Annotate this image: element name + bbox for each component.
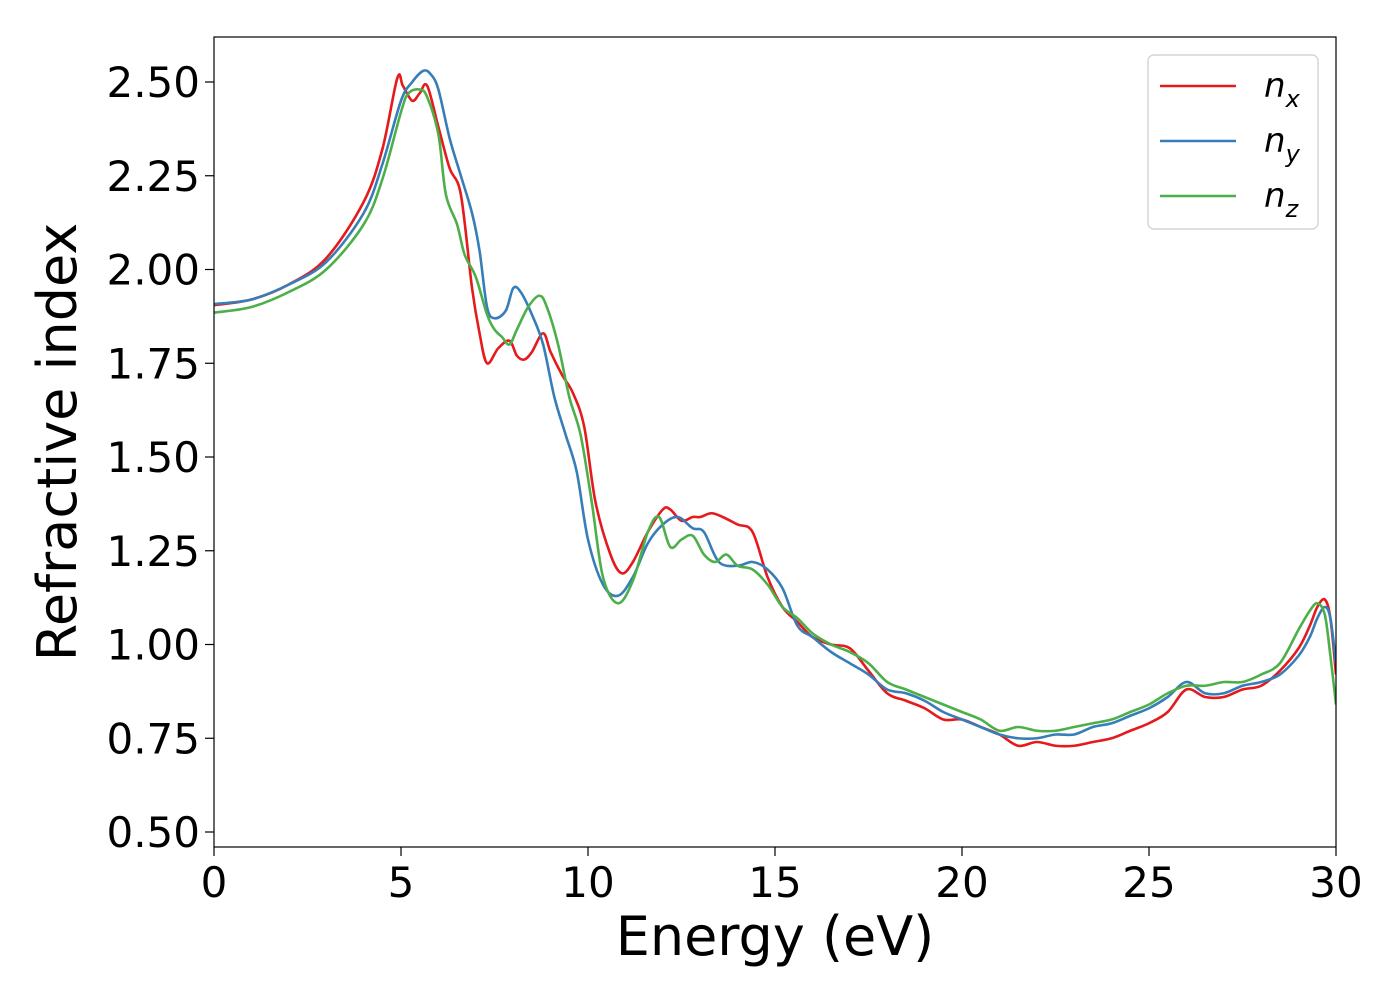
series-layer	[214, 69, 1336, 748]
x-tick-label: 30	[1309, 858, 1362, 907]
series-line-z	[214, 87, 1336, 733]
y-tick-label: 0.75	[106, 714, 200, 763]
y-tick-label: 2.00	[106, 246, 200, 295]
x-tick-label: 0	[201, 858, 228, 907]
x-axis-ticks: 0 5 10 15 20 25 30	[201, 847, 1363, 907]
x-tick-label: 10	[561, 858, 614, 907]
legend: nx ny nz	[1147, 54, 1319, 230]
y-tick-label: 2.25	[106, 152, 200, 201]
y-tick-label: 0.50	[106, 808, 200, 857]
x-tick-label: 15	[748, 858, 801, 907]
y-axis-ticks: 0.50 0.75 1.00 1.25 1.50 1.75 2.00 2.25 2.50	[106, 58, 214, 857]
y-tick-label: 2.50	[106, 58, 200, 107]
x-axis-title: Energy (eV)	[616, 905, 935, 968]
y-tick-label: 1.25	[106, 527, 200, 576]
series-line-y	[214, 69, 1336, 741]
y-tick-label: 1.75	[106, 339, 200, 388]
x-tick-label: 5	[388, 858, 415, 907]
series-line-x	[214, 73, 1336, 748]
legend-label-y: ny	[1264, 121, 1301, 168]
x-tick-label: 25	[1122, 858, 1175, 907]
y-tick-label: 1.00	[106, 621, 200, 670]
x-tick-label: 20	[935, 858, 988, 907]
y-tick-label: 1.50	[106, 433, 200, 482]
legend-label-z: nz	[1264, 176, 1300, 223]
y-axis-title: Refractive index	[26, 223, 89, 662]
legend-label-x: nx	[1264, 66, 1301, 113]
